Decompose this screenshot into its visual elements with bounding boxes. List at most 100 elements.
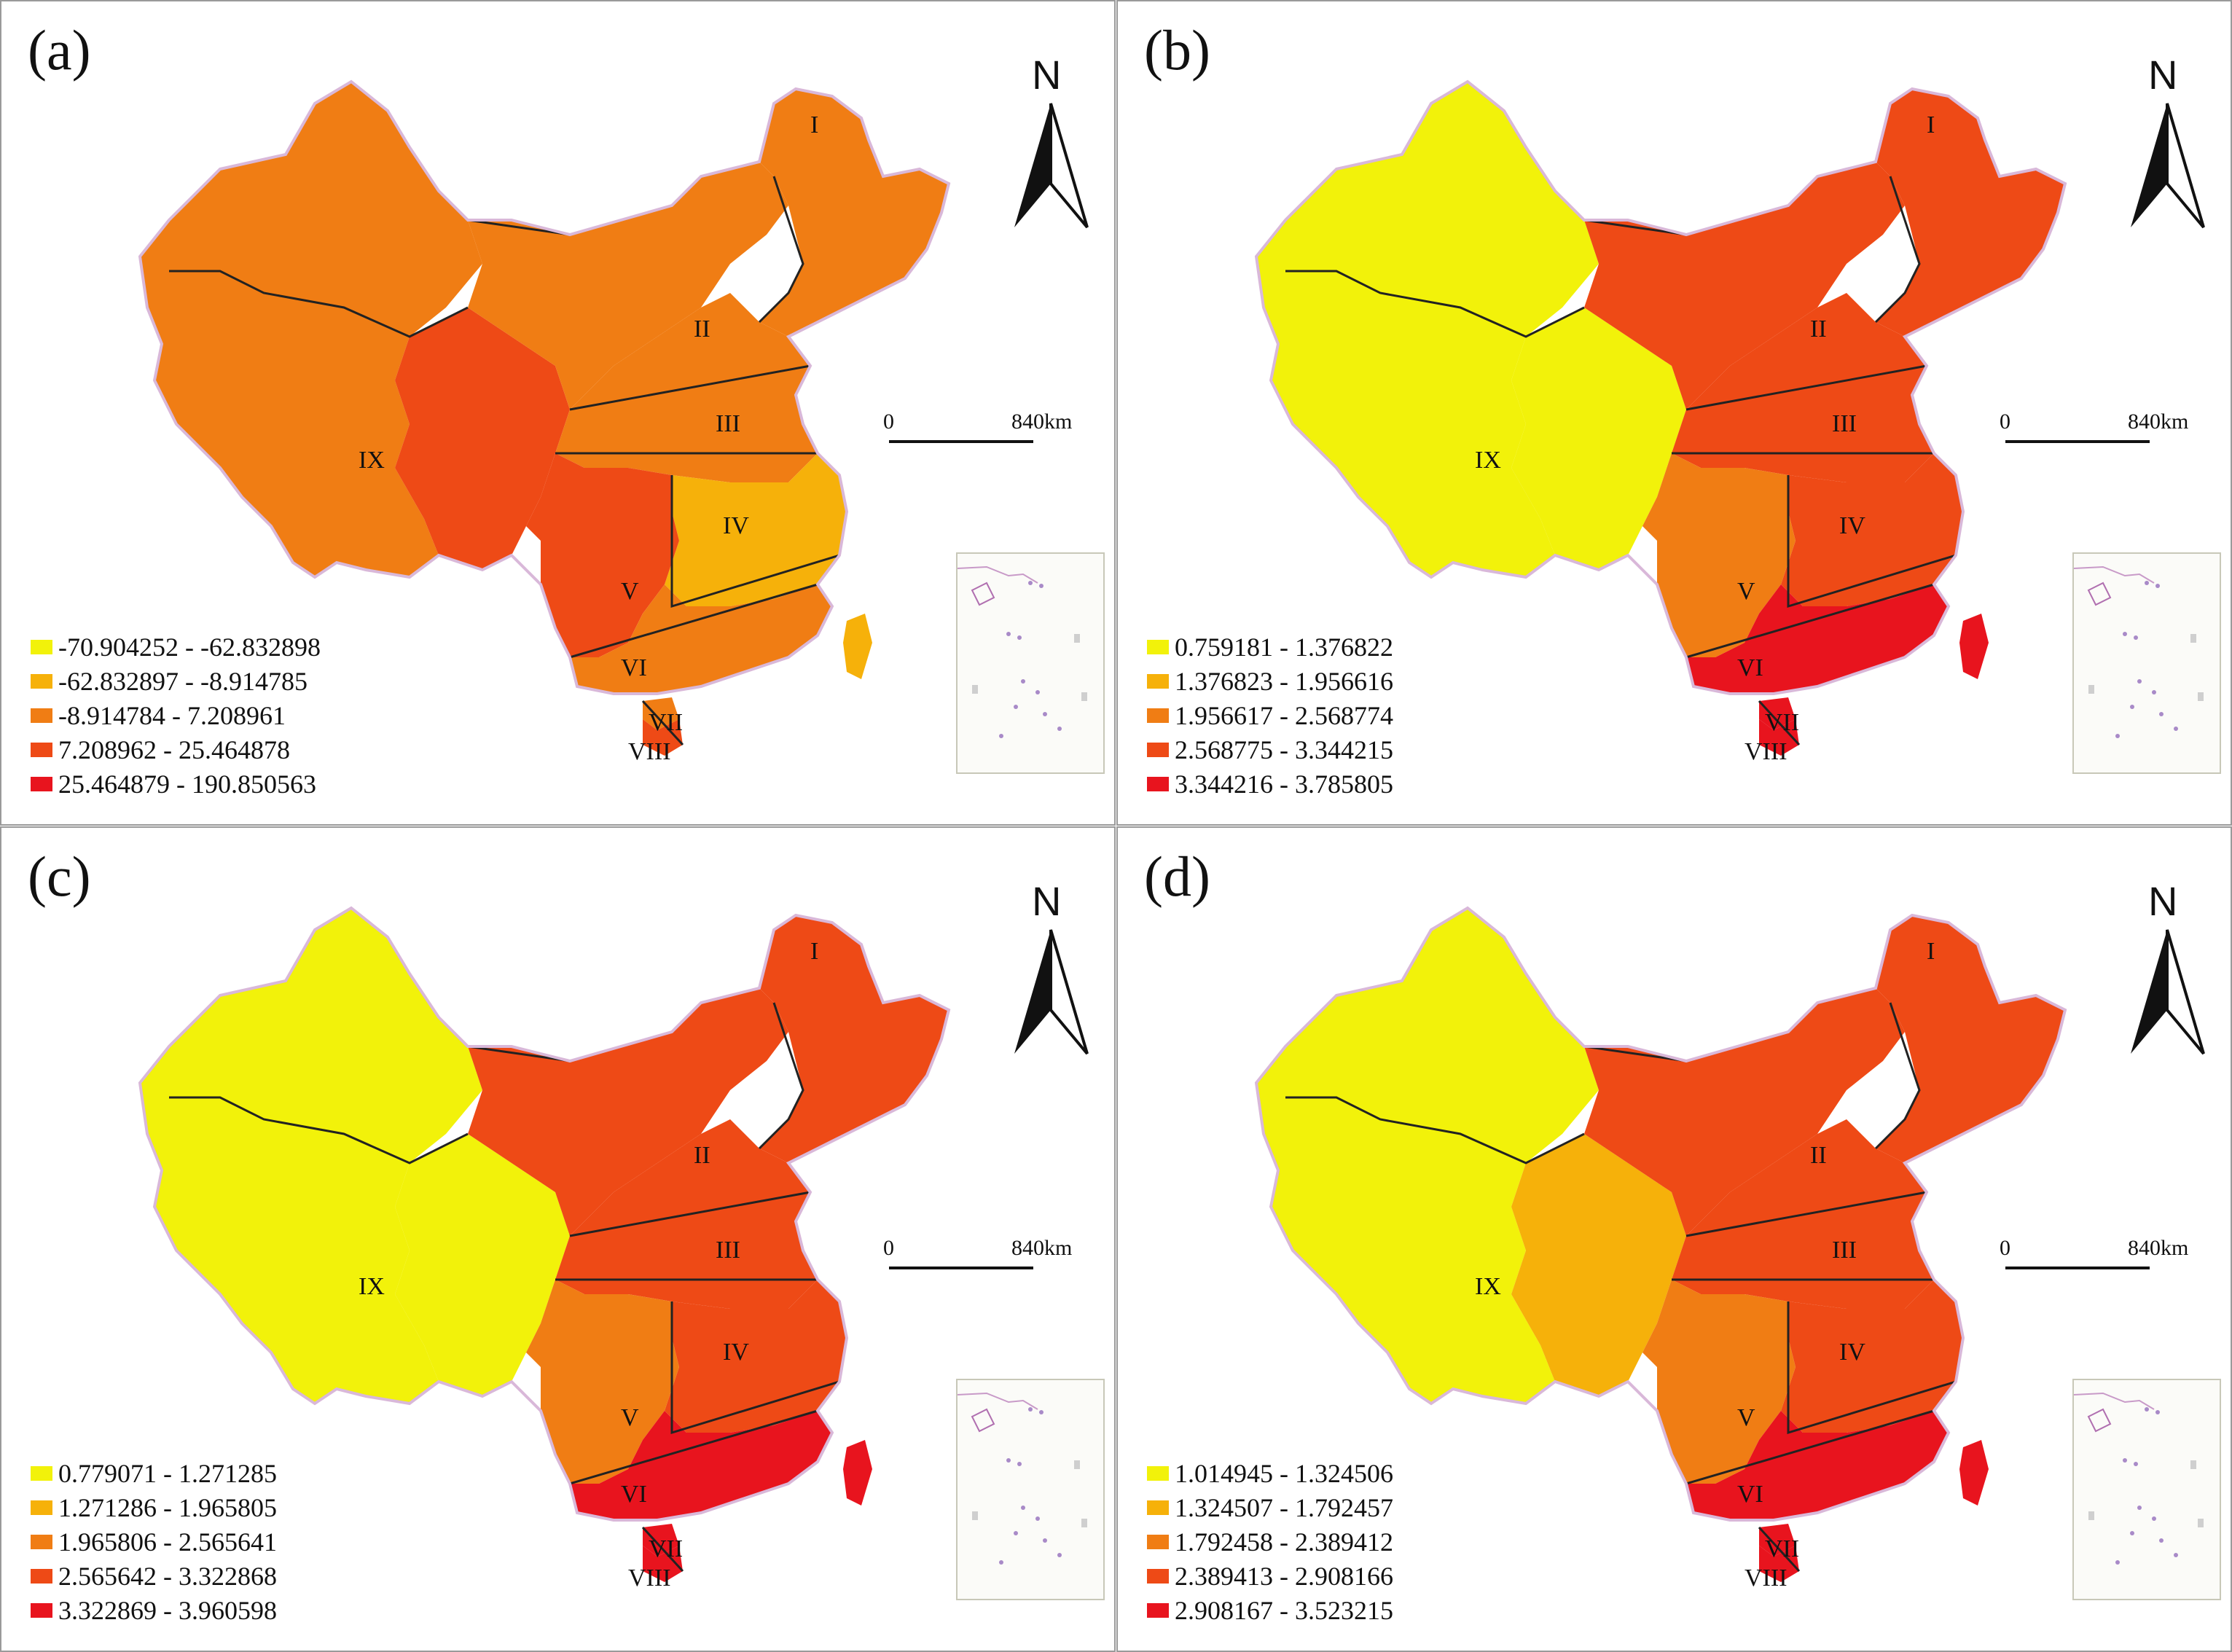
legend-swatch [31, 1602, 52, 1618]
zone-IX-west [140, 908, 482, 1404]
zone-label: I [1927, 938, 1935, 965]
legend-item: 1.014945 - 1.324506 [1147, 1456, 1393, 1490]
legend-label: 7.208962 - 25.464878 [58, 735, 290, 764]
legend-item: 1.271286 - 1.965805 [31, 1490, 277, 1524]
zone-label: II [1810, 316, 1827, 342]
legend-item: -8.914784 - 7.208961 [31, 698, 321, 732]
legend-item: 7.208962 - 25.464878 [31, 732, 321, 767]
legend-item: 2.389413 - 2.908166 [1147, 1559, 1393, 1593]
zone-label: VII [649, 1535, 683, 1562]
zone-label: IX [1475, 447, 1501, 474]
legend-swatch [31, 1568, 52, 1584]
south-china-sea-inset [956, 1379, 1105, 1600]
north-label: N [2148, 52, 2178, 98]
scale-bar: 0 840km [2000, 1236, 2211, 1280]
scale-end-label: 840km [2128, 1236, 2189, 1260]
china-map: I II III IV V VI VII VIII IX [138, 906, 951, 1592]
zone-taiwan [843, 614, 872, 679]
zone-label: V [621, 578, 639, 605]
legend-label: 3.344216 - 3.785805 [1175, 769, 1393, 799]
panel-label: (b) [1144, 18, 1210, 82]
scale-end-label: 840km [1011, 1236, 1073, 1260]
legend-label: 1.956617 - 2.568774 [1175, 700, 1393, 730]
legend-swatch [31, 742, 52, 757]
zone-II [468, 988, 788, 1236]
north-arrow-icon [2131, 103, 2205, 229]
zone-I [1876, 89, 2065, 337]
zone-VI [570, 1411, 832, 1520]
legend-swatch [1147, 742, 1169, 757]
legend: 1.014945 - 1.324506 1.324507 - 1.792457 … [1147, 1456, 1393, 1627]
zone-label: VI [1737, 1481, 1763, 1508]
legend-label: 1.376823 - 1.956616 [1175, 666, 1393, 696]
zone-label: V [1737, 578, 1755, 605]
zone-VI [1686, 1411, 1949, 1520]
legend-swatch [31, 639, 52, 654]
zone-labels: I II III IV V VI VII VIII IX [1475, 938, 1935, 1592]
zone-label: V [621, 1404, 639, 1431]
scale-start-label: 0 [883, 1236, 894, 1260]
north-label: N [1032, 878, 1062, 924]
china-outline [1254, 79, 2067, 695]
legend-item: 0.779071 - 1.271285 [31, 1456, 277, 1490]
legend-swatch [1147, 708, 1169, 723]
zone-label: I [810, 111, 818, 138]
legend-item: 3.344216 - 3.785805 [1147, 767, 1393, 801]
zone-label: VI [1737, 654, 1763, 681]
south-china-sea-inset [956, 552, 1105, 774]
legend-label: 1.014945 - 1.324506 [1175, 1458, 1393, 1488]
map-panel-c: I II III IV V VI VII VIII IX (c) N 0 840… [0, 826, 1116, 1652]
zone-V [1642, 1280, 1796, 1484]
legend-swatch [1147, 1500, 1169, 1515]
legend-item: 2.908167 - 3.523215 [1147, 1593, 1393, 1627]
legend: 0.779071 - 1.271285 1.271286 - 1.965805 … [31, 1456, 277, 1627]
zone-I [759, 89, 949, 337]
south-china-sea-inset [2072, 1379, 2221, 1600]
zone-taiwan [1959, 614, 1989, 679]
legend-item: 2.565642 - 3.322868 [31, 1559, 277, 1593]
zone-IX-west [140, 82, 482, 577]
legend-label: 1.271286 - 1.965805 [58, 1492, 277, 1522]
legend-swatch [1147, 1534, 1169, 1549]
legend-label: 2.389413 - 2.908166 [1175, 1561, 1393, 1591]
zone-VIII [643, 1546, 683, 1582]
north-arrow-icon [1014, 929, 1089, 1055]
zone-label: III [1832, 1237, 1857, 1264]
zone-label: IX [359, 1273, 385, 1300]
scale-bar: 0 840km [883, 1236, 1095, 1280]
zone-V [1642, 453, 1796, 657]
legend-item: -62.832897 - -8.914785 [31, 664, 321, 698]
scale-start-label: 0 [2000, 1236, 2010, 1260]
zone-IX-west [1256, 82, 1599, 577]
legend-swatch [1147, 639, 1169, 654]
scale-line [2005, 440, 2150, 443]
scale-bar: 0 840km [883, 410, 1095, 453]
legend-label: 25.464879 - 190.850563 [58, 769, 316, 799]
china-outline [138, 906, 951, 1522]
panel-label: (c) [28, 845, 91, 908]
legend-swatch [31, 1465, 52, 1481]
panel-label: (a) [28, 18, 91, 82]
legend: -70.904252 - -62.832898 -62.832897 - -8.… [31, 630, 321, 801]
legend-item: 1.965806 - 2.565641 [31, 1524, 277, 1559]
legend-swatch [31, 1534, 52, 1549]
zone-IX-east [1511, 308, 1686, 570]
legend-label: -62.832897 - -8.914785 [58, 666, 308, 696]
legend-label: 2.565642 - 3.322868 [58, 1561, 277, 1591]
zone-taiwan [843, 1440, 872, 1506]
legend-label: -70.904252 - -62.832898 [58, 632, 321, 662]
zone-label: VII [1765, 709, 1799, 736]
zone-II [468, 162, 788, 410]
inset-islands-icon [957, 565, 1087, 738]
zone-V [526, 1280, 679, 1484]
legend-item: 1.792458 - 2.389412 [1147, 1524, 1393, 1559]
china-map: I II III IV V VI VII VIII IX [138, 79, 951, 765]
zone-IX-east [1511, 1134, 1686, 1396]
scale-line [2005, 1267, 2150, 1269]
legend: 0.759181 - 1.376822 1.376823 - 1.956616 … [1147, 630, 1393, 801]
north-label: N [2148, 878, 2178, 924]
zone-label: IX [1475, 1273, 1501, 1300]
zone-labels: I II III IV V VI VII VIII IX [359, 938, 818, 1592]
legend-item: 25.464879 - 190.850563 [31, 767, 321, 801]
